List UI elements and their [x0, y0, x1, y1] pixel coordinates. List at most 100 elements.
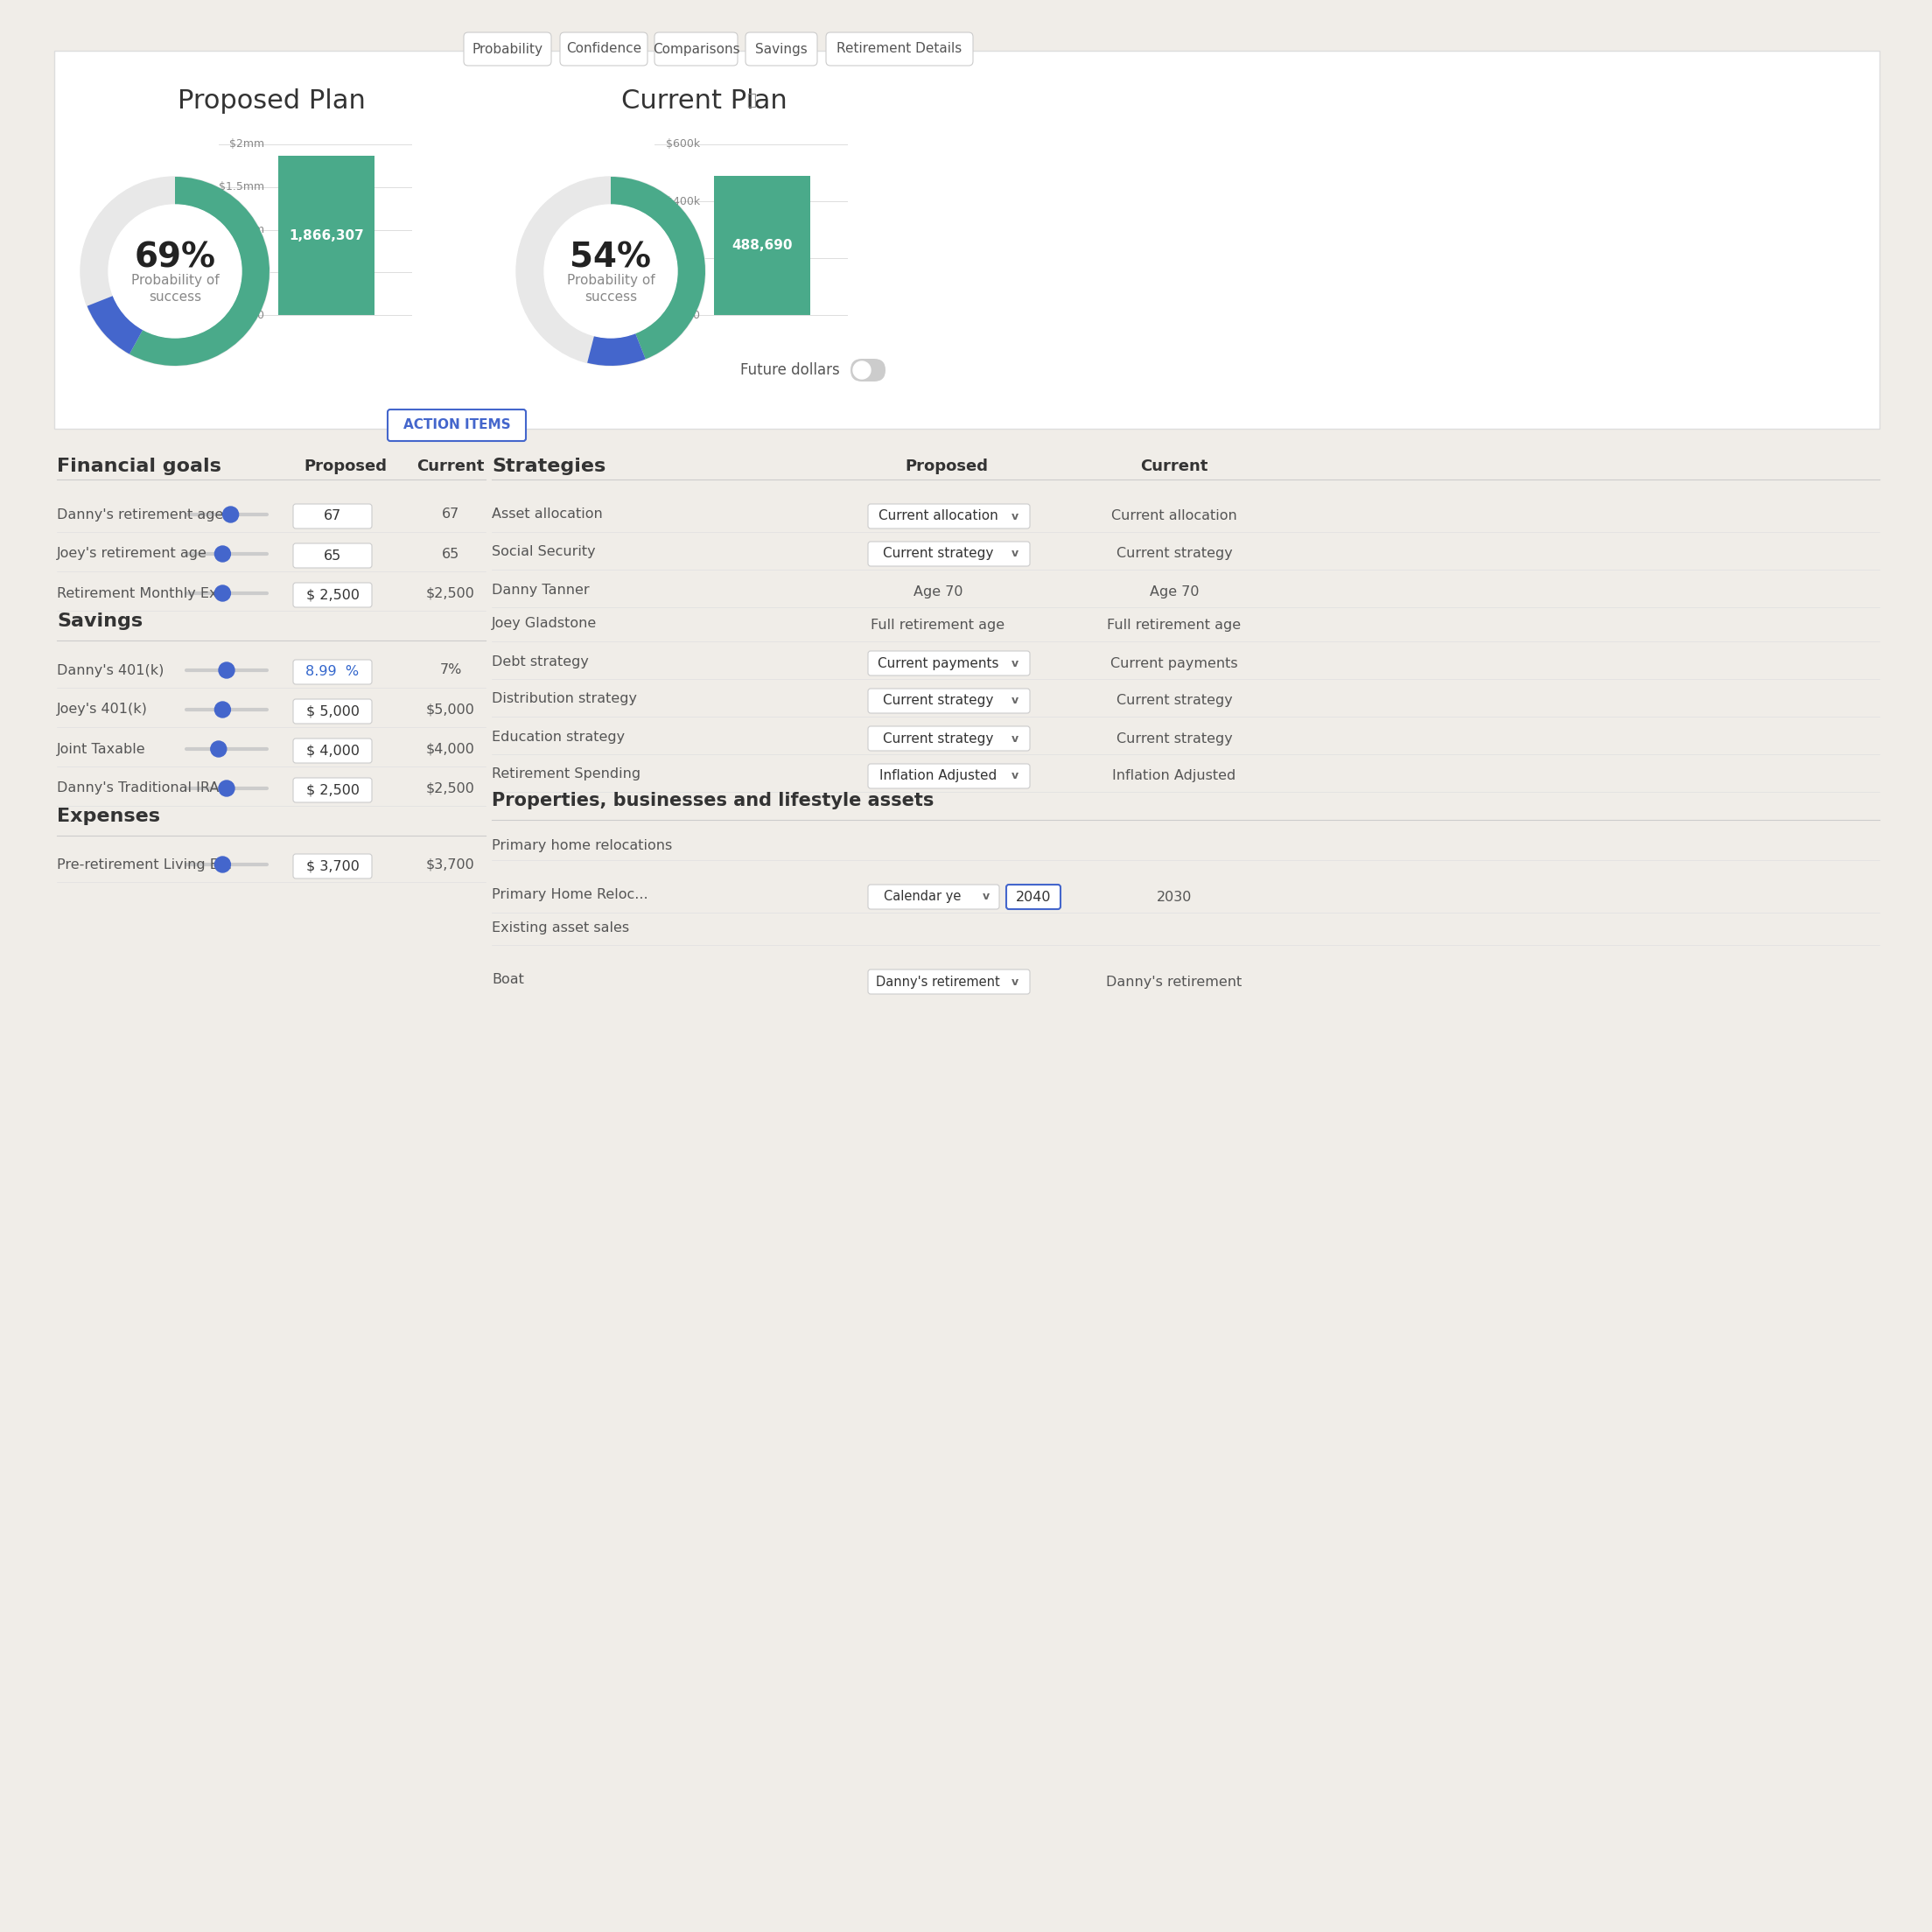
Wedge shape [129, 176, 269, 365]
FancyBboxPatch shape [867, 504, 1030, 529]
Circle shape [81, 176, 269, 365]
FancyBboxPatch shape [867, 651, 1030, 676]
FancyBboxPatch shape [867, 726, 1030, 752]
FancyBboxPatch shape [464, 33, 551, 66]
Text: Current strategy: Current strategy [883, 732, 993, 746]
Text: $1mm: $1mm [230, 224, 265, 236]
FancyBboxPatch shape [1007, 885, 1061, 910]
Text: Proposed: Proposed [303, 458, 386, 473]
Text: Current strategy: Current strategy [883, 547, 993, 560]
Text: v: v [983, 891, 989, 902]
Text: Strategies: Strategies [493, 458, 607, 475]
Text: Pre-retirement Living E...: Pre-retirement Living E... [56, 858, 232, 871]
Text: $5,000: $5,000 [427, 703, 475, 717]
Text: Primary Home Reloc...: Primary Home Reloc... [493, 889, 647, 902]
Text: Financial goals: Financial goals [56, 458, 222, 475]
FancyBboxPatch shape [294, 779, 371, 802]
Text: Properties, businesses and lifestyle assets: Properties, businesses and lifestyle ass… [493, 792, 933, 810]
Text: Distribution strategy: Distribution strategy [493, 692, 638, 705]
Text: Current strategy: Current strategy [1117, 694, 1233, 707]
Text: Current Plan: Current Plan [622, 89, 788, 114]
FancyBboxPatch shape [294, 583, 371, 607]
Text: $4,000: $4,000 [427, 742, 475, 755]
Text: 488,690: 488,690 [732, 240, 792, 251]
Text: Current allocation: Current allocation [1111, 510, 1236, 524]
Text: Savings: Savings [56, 612, 143, 630]
Text: Danny's 401(k): Danny's 401(k) [56, 665, 164, 676]
FancyBboxPatch shape [867, 688, 1030, 713]
Text: Danny's retirement age: Danny's retirement age [56, 508, 224, 522]
Circle shape [854, 361, 871, 379]
Text: Current strategy: Current strategy [1117, 732, 1233, 746]
Text: 1,866,307: 1,866,307 [290, 228, 363, 242]
Text: Confidence: Confidence [566, 43, 641, 56]
FancyBboxPatch shape [867, 885, 999, 910]
FancyBboxPatch shape [388, 410, 526, 440]
Bar [0, 437, 1932, 1932]
FancyBboxPatch shape [867, 763, 1030, 788]
Text: $400k: $400k [667, 195, 699, 207]
Text: Education strategy: Education strategy [493, 730, 624, 744]
Bar [278, 156, 375, 315]
Circle shape [214, 585, 230, 601]
Circle shape [211, 742, 226, 757]
Text: $ 2,500: $ 2,500 [305, 784, 359, 796]
FancyBboxPatch shape [867, 541, 1030, 566]
Text: Asset allocation: Asset allocation [493, 508, 603, 522]
FancyBboxPatch shape [560, 33, 647, 66]
Text: $ 2,500: $ 2,500 [305, 589, 359, 601]
Circle shape [108, 205, 242, 338]
Text: Retirement Details: Retirement Details [837, 43, 962, 56]
Text: Primary home relocations: Primary home relocations [493, 840, 672, 852]
Text: $2,500: $2,500 [427, 782, 475, 794]
Text: v: v [1012, 732, 1018, 744]
Text: Probability of
success: Probability of success [131, 274, 218, 303]
Text: Retirement Spending: Retirement Spending [493, 767, 641, 781]
Wedge shape [587, 332, 645, 365]
Text: Current: Current [417, 458, 485, 473]
Text: Current strategy: Current strategy [883, 694, 993, 707]
Text: Joey Gladstone: Joey Gladstone [493, 618, 597, 630]
Text: 7%: 7% [439, 665, 462, 676]
Text: v: v [1012, 510, 1018, 522]
FancyBboxPatch shape [294, 659, 371, 684]
Text: 65: 65 [325, 549, 342, 562]
Bar [54, 50, 1880, 429]
Text: Current payments: Current payments [877, 657, 999, 670]
Wedge shape [87, 296, 143, 354]
Text: Existing asset sales: Existing asset sales [493, 922, 630, 933]
Text: Age 70: Age 70 [914, 585, 962, 599]
Text: Current payments: Current payments [1111, 657, 1238, 670]
Text: $0: $0 [686, 309, 699, 321]
Text: Joint Taxable: Joint Taxable [56, 742, 145, 755]
Circle shape [214, 547, 230, 562]
Circle shape [545, 205, 678, 338]
Text: Comparisons: Comparisons [653, 43, 740, 56]
FancyBboxPatch shape [867, 970, 1030, 993]
Text: Probability: Probability [471, 43, 543, 56]
Text: Danny's Traditional IRA: Danny's Traditional IRA [56, 782, 218, 794]
Text: Danny Tanner: Danny Tanner [493, 583, 589, 597]
Text: Probability of
success: Probability of success [566, 274, 655, 303]
Text: Future dollars: Future dollars [740, 363, 840, 379]
Text: Current strategy: Current strategy [1117, 547, 1233, 560]
Circle shape [516, 176, 705, 365]
Text: Proposed: Proposed [906, 458, 989, 473]
Circle shape [222, 506, 238, 522]
Text: 65: 65 [442, 547, 460, 560]
Text: 54%: 54% [570, 242, 651, 274]
Circle shape [218, 781, 234, 796]
Text: Boat: Boat [493, 974, 524, 987]
Text: v: v [1012, 976, 1018, 987]
Text: v: v [1012, 657, 1018, 668]
Circle shape [214, 856, 230, 873]
Text: 67: 67 [442, 508, 460, 522]
Text: 67: 67 [325, 510, 342, 524]
Text: Full retirement age: Full retirement age [1107, 618, 1240, 632]
Text: Retirement Monthly Ex...: Retirement Monthly Ex... [56, 587, 232, 599]
Text: Expenses: Expenses [56, 808, 160, 825]
Text: 2040: 2040 [1016, 891, 1051, 904]
Text: $ 3,700: $ 3,700 [305, 860, 359, 873]
Text: Inflation Adjusted: Inflation Adjusted [1113, 769, 1236, 782]
Text: $ 4,000: $ 4,000 [305, 744, 359, 757]
